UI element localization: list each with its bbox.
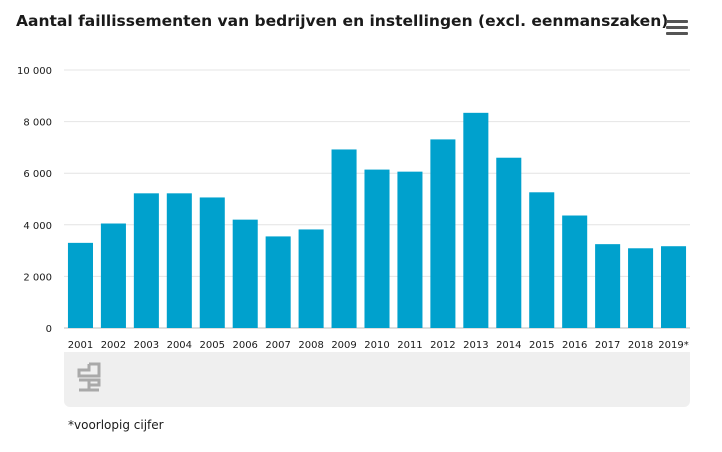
menu-hamburger-icon[interactable] <box>666 20 688 40</box>
bar-2016[interactable] <box>562 215 588 328</box>
chart-title: Aantal faillissementen van bedrijven en … <box>16 12 669 30</box>
bar-2002[interactable] <box>100 223 126 328</box>
y-tick-label: 4 000 <box>23 221 52 232</box>
bar-2003[interactable] <box>133 193 159 328</box>
x-category-label: 2009 <box>331 340 356 351</box>
x-category-label: 2010 <box>364 340 389 351</box>
x-category-label: 2001 <box>68 340 93 351</box>
x-category-label: 2002 <box>101 340 126 351</box>
x-category-label: 2008 <box>298 340 323 351</box>
bar-2001[interactable] <box>67 242 93 328</box>
x-category-label: 2017 <box>595 340 620 351</box>
bars <box>67 112 687 328</box>
bar-2014[interactable] <box>496 157 522 328</box>
footnote: *voorlopig cijfer <box>68 418 164 432</box>
x-category-label: 2014 <box>496 340 521 351</box>
bar-2013[interactable] <box>463 112 489 328</box>
bar-2018[interactable] <box>628 248 654 328</box>
x-category-label: 2012 <box>430 340 455 351</box>
bar-2015[interactable] <box>529 192 555 328</box>
x-category-label: 2011 <box>397 340 422 351</box>
x-category-label: 2007 <box>265 340 290 351</box>
x-axis-categories: 2001 2002 2003 2004 2005 2006 2007 2008 2009 2010… <box>68 340 689 351</box>
x-category-label: 2018 <box>628 340 653 351</box>
bar-chart: 0 2 000 4 000 6 000 8 000 10 000 2001 2002 2003… <box>17 66 690 351</box>
bar-2010[interactable] <box>364 169 390 328</box>
x-category-label: 2013 <box>463 340 488 351</box>
bar-2012[interactable] <box>430 139 456 328</box>
bar-2005[interactable] <box>199 197 225 328</box>
source-panel <box>64 352 690 407</box>
bar-2008[interactable] <box>298 229 324 328</box>
cbs-logo-icon <box>77 362 101 392</box>
x-category-label: 2016 <box>562 340 587 351</box>
y-tick-label: 8 000 <box>23 118 52 129</box>
x-category-label: 2004 <box>167 340 192 351</box>
x-category-label: 2005 <box>200 340 225 351</box>
y-tick-label: 2 000 <box>23 272 52 283</box>
bar-2006[interactable] <box>232 219 258 328</box>
bar-2019*[interactable] <box>661 246 687 328</box>
y-axis-ticks: 0 2 000 4 000 6 000 8 000 10 000 <box>17 66 52 335</box>
bar-2009[interactable] <box>331 149 357 328</box>
x-category-label: 2015 <box>529 340 554 351</box>
bar-2007[interactable] <box>265 236 291 328</box>
x-category-label: 2019* <box>658 340 688 351</box>
y-tick-label: 6 000 <box>23 169 52 180</box>
bar-2017[interactable] <box>595 244 621 328</box>
y-tick-label: 10 000 <box>17 66 52 77</box>
bar-2004[interactable] <box>166 193 192 328</box>
bar-2011[interactable] <box>397 171 423 328</box>
x-category-label: 2003 <box>134 340 159 351</box>
x-category-label: 2006 <box>232 340 257 351</box>
y-tick-label: 0 <box>46 324 52 335</box>
